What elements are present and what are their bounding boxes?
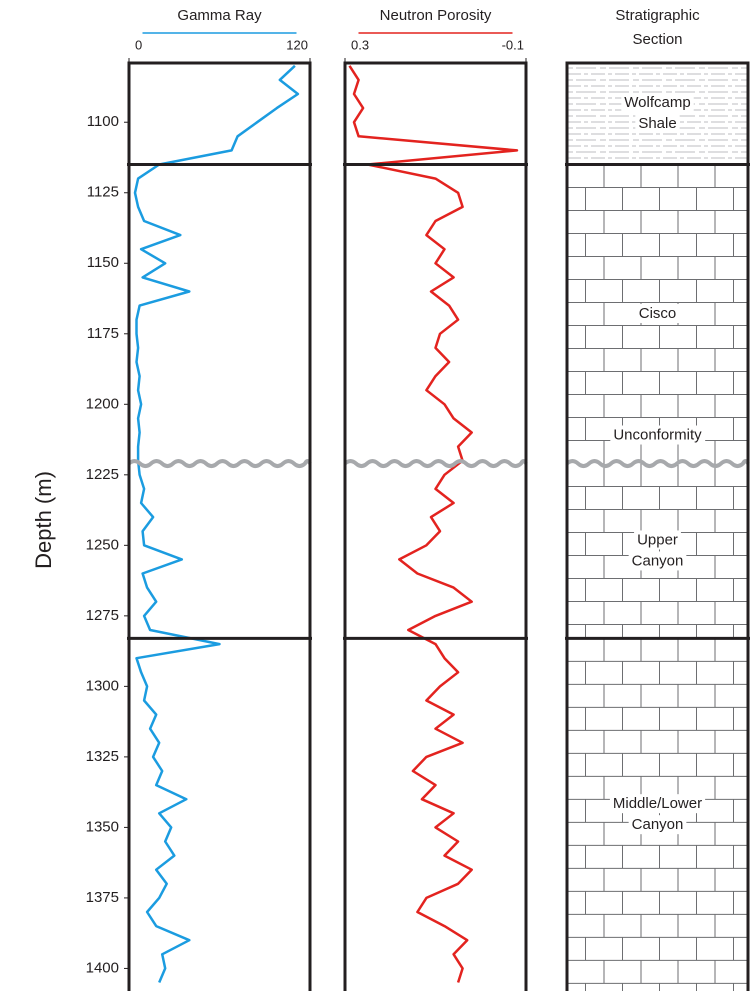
y-tick-label: 1250 xyxy=(86,536,119,553)
y-tick-label: 1100 xyxy=(87,113,119,130)
label-background xyxy=(621,93,694,113)
rock-unit xyxy=(567,463,748,639)
y-tick-label: 1375 xyxy=(86,889,119,906)
panel-frame xyxy=(343,61,528,991)
y-tick-label: 1150 xyxy=(87,254,119,271)
panel-frame xyxy=(565,61,750,991)
unit-label: Canyon xyxy=(632,816,684,833)
y-tick-label: 1325 xyxy=(86,748,119,765)
column-title: Section xyxy=(632,31,682,48)
unit-label: Canyon xyxy=(632,552,684,569)
rock-unit xyxy=(567,638,748,991)
log-curve xyxy=(133,64,300,983)
label-background xyxy=(634,530,681,550)
unit-label: Upper xyxy=(637,531,678,548)
unconformity-line xyxy=(565,459,750,469)
label-background xyxy=(609,794,706,814)
y-tick-label: 1200 xyxy=(86,395,119,412)
label-background xyxy=(635,114,680,134)
log-curve xyxy=(348,65,519,983)
unconformity-line xyxy=(343,459,528,469)
label-background xyxy=(628,815,687,835)
unit-label: Shale xyxy=(638,115,676,132)
rock-unit xyxy=(567,67,748,159)
y-tick-label: 1175 xyxy=(87,325,119,342)
y-tick-label: 1300 xyxy=(86,677,119,694)
label-background xyxy=(628,551,687,571)
y-tick-label: 1275 xyxy=(86,607,119,624)
track-title: Gamma Ray xyxy=(177,7,262,24)
unit-label: Unconformity xyxy=(613,427,702,444)
y-tick-label: 1400 xyxy=(86,959,119,976)
y-tick-label: 1125 xyxy=(87,184,119,201)
y-tick-label: 1350 xyxy=(86,818,119,835)
label-background xyxy=(610,425,706,445)
y-axis-title: Depth (m) xyxy=(31,471,56,569)
unit-label: Cisco xyxy=(639,305,677,322)
x-tick-label: 0.3 xyxy=(351,37,369,52)
x-tick-label: 120 xyxy=(286,37,308,52)
x-tick-label: -0.1 xyxy=(502,37,524,52)
unit-label: Wolfcamp xyxy=(624,94,690,111)
panel-frame xyxy=(127,61,312,991)
track-title: Neutron Porosity xyxy=(380,7,492,24)
x-tick-label: 0 xyxy=(135,37,142,52)
column-title: Stratigraphic xyxy=(615,7,700,24)
unit-label: Middle/Lower xyxy=(613,795,702,812)
unconformity-line xyxy=(127,459,312,469)
label-background xyxy=(635,304,680,324)
y-tick-label: 1225 xyxy=(86,466,119,483)
